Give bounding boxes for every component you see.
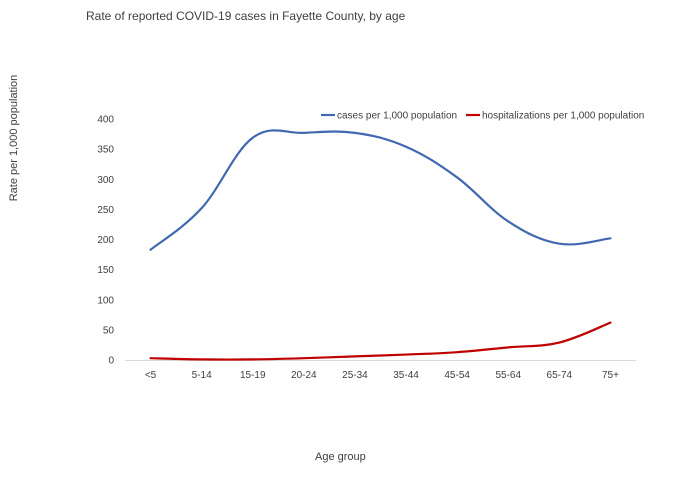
y-tick-label: 300 (97, 175, 114, 186)
x-tick-label: 45-54 (444, 370, 470, 381)
y-tick-label: 0 (108, 356, 114, 367)
x-tick-label: <5 (145, 370, 157, 381)
x-tick-label: 65-74 (547, 370, 573, 381)
legend-label: hospitalizations per 1,000 population (482, 111, 644, 122)
axes: 0 50 100 150 200 250 300 350 400 <5 5-14 15-19 20-24… (97, 115, 636, 381)
legend: cases per 1,000 population hospitalizatio… (321, 111, 644, 122)
chart-title: Rate of reported COVID-19 cases in Fayet… (86, 9, 406, 23)
series-line-hospitalizations (149, 321, 612, 361)
series-lines (149, 129, 612, 361)
y-tick-label: 400 (97, 115, 114, 126)
x-tick-label: 35-44 (393, 370, 419, 381)
x-tick-label: 5-14 (192, 370, 212, 381)
x-tick-label: 15-19 (240, 370, 266, 381)
series-line-cases (149, 129, 612, 251)
x-tick-label: 75+ (602, 370, 619, 381)
y-tick-label: 150 (97, 265, 114, 276)
y-tick-label: 250 (97, 205, 114, 216)
y-tick-label: 50 (103, 325, 115, 336)
x-tick-label: 55-64 (495, 370, 521, 381)
x-axis-title: Age group (315, 451, 366, 463)
legend-label: cases per 1,000 population (337, 111, 457, 122)
y-tick-label: 100 (97, 295, 114, 306)
x-tick-label: 25-34 (342, 370, 368, 381)
x-tick-label: 20-24 (291, 370, 317, 381)
y-tick-label: 350 (97, 145, 114, 156)
y-tick-label: 200 (97, 235, 114, 246)
